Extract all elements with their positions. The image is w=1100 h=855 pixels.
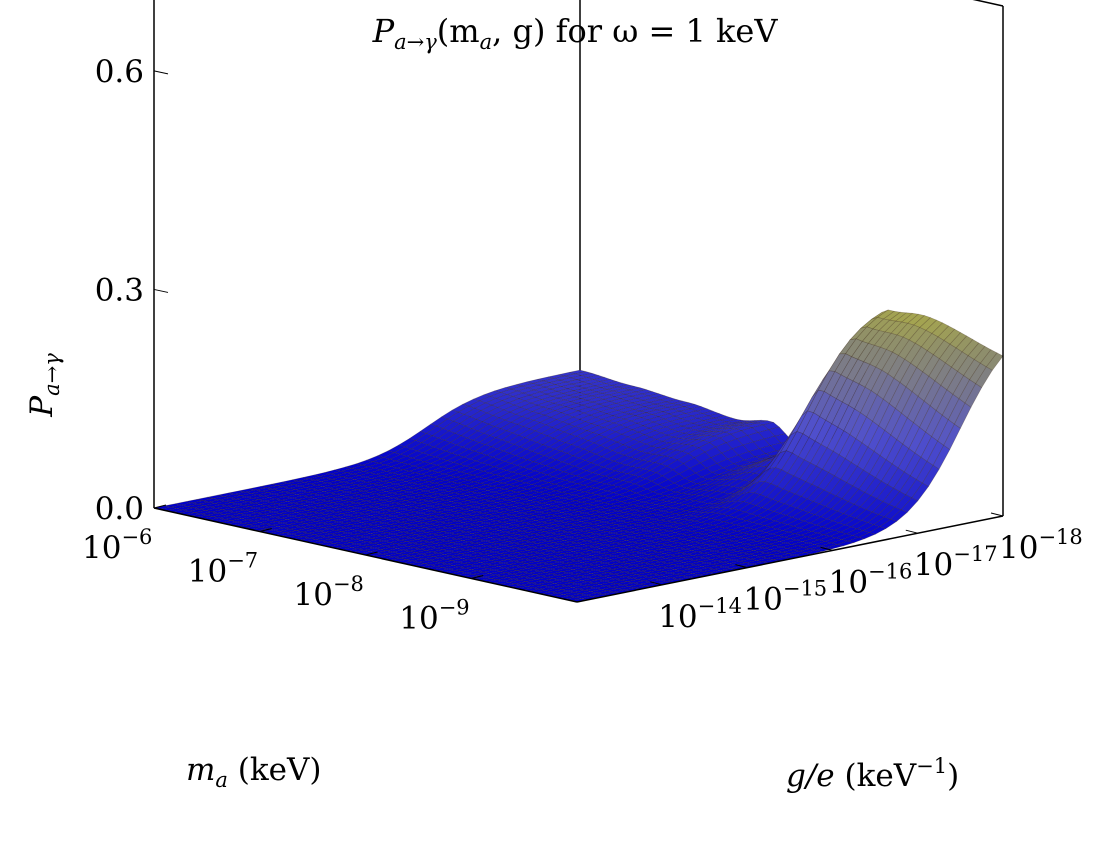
z-axis-label: Pa→γ [24, 353, 64, 418]
x-tick-label: 10−9 [399, 596, 469, 637]
x-tick-mark [153, 504, 167, 509]
y-axis-ticks: 10−14 10−15 10−16 10−17 10−18 [650, 512, 1083, 635]
x-axis-ticks: 10−6 10−7 10−8 10−9 [82, 504, 484, 637]
y-tick-label: 10−14 [658, 594, 742, 635]
x-axis-label: ma (keV) [186, 752, 322, 792]
y-tick-mark [820, 546, 833, 551]
front-g-edge [576, 515, 1004, 603]
y-tick-label: 10−18 [999, 525, 1083, 566]
z-tick-label: 0.0 [95, 491, 144, 527]
z-tick-label: 0.6 [95, 54, 144, 90]
y-axis-label: g/e (keV−1) [786, 754, 959, 794]
surface [153, 309, 1004, 603]
x-tick-label: 10−6 [82, 525, 152, 566]
z-axis-ticks: 0.0 0.3 0.6 [95, 54, 169, 527]
x-tick-label: 10−7 [188, 549, 258, 590]
y-tick-label: 10−15 [743, 577, 827, 618]
y-tick-label: 10−16 [829, 559, 913, 600]
back-top-edge-right [972, 0, 1004, 7]
x-tick-mark [365, 551, 378, 556]
back-frame [579, 0, 1004, 422]
z-tick-mark [153, 70, 169, 75]
x-tick-mark [259, 528, 272, 532]
z-tick-mark [153, 507, 169, 512]
y-tick-label: 10−17 [914, 542, 998, 583]
x-tick-mark [471, 575, 484, 579]
z-tick-label: 0.3 [95, 272, 144, 308]
y-tick-mark [905, 529, 918, 534]
chart-title: Pa→γ(ma, g) for ω = 1 keV [372, 12, 779, 54]
y-tick-mark [735, 564, 748, 569]
y-tick-mark [650, 581, 663, 586]
x-tick-label: 10−8 [294, 572, 364, 613]
y-tick-mark [990, 512, 1004, 517]
z-tick-mark [153, 288, 169, 293]
